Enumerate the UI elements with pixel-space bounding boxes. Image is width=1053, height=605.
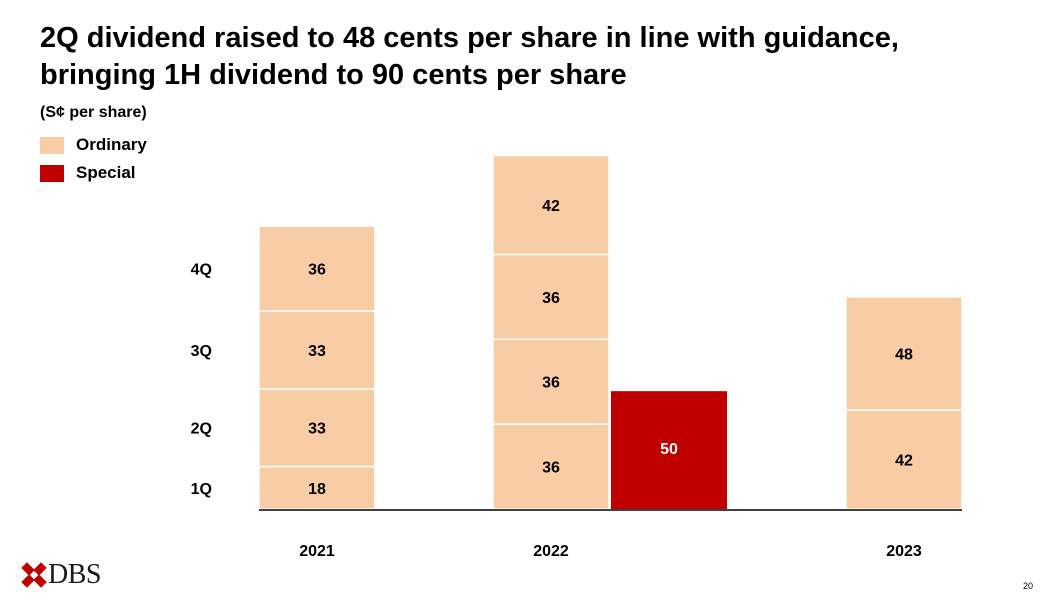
bar-segment-2021-4Q [258,225,376,312]
data-label-2023-1Q: 42 [895,453,913,470]
quarter-label-1Q: 1Q [191,481,212,498]
x-tick-label-2023: 2023 [886,543,922,560]
page-number: 20 [1022,581,1033,591]
legend-label-special: Special [76,163,136,182]
bar-special-2022 [611,391,727,509]
data-label-2022-1Q: 36 [542,460,560,477]
unit-label: (S¢ per share) [40,104,147,121]
data-label-2022-4Q: 42 [542,198,560,215]
legend-label-ordinary: Ordinary [76,135,147,154]
x-tick-label-2021: 2021 [299,543,335,560]
x-tick-label-2022: 2022 [533,543,569,560]
quarter-label-4Q: 4Q [191,262,212,279]
data-label-2022-2Q: 36 [542,375,560,392]
chart-title: 2Q dividend raised to 48 cents per share… [40,20,1030,94]
data-label-2022-3Q: 36 [542,290,560,307]
bar-segment-2023-1Q [845,409,963,510]
data-label-2021-4Q: 36 [308,262,326,279]
legend-swatch-ordinary [40,137,64,154]
quarter-label-3Q: 3Q [191,343,212,360]
bar-segment-2022-3Q [492,253,610,341]
data-label-2021-1Q: 18 [308,481,326,498]
title-line-1: 2Q dividend raised to 48 cents per share… [40,22,899,54]
quarter-label-2Q: 2Q [191,421,212,438]
bar-segment-2023-2Q [845,296,963,411]
bar-segment-2021-3Q [258,310,376,390]
title-line-2: bringing 1H dividend to 90 cents per sha… [40,59,627,91]
dbs-star-icon [21,562,47,588]
bar-segment-2021-2Q [258,388,376,468]
logo-text: DBS [48,559,101,590]
data-label-2023-2Q: 48 [895,346,913,363]
bar-segment-2022-2Q [492,338,610,425]
data-label-special-2022: 50 [660,441,678,458]
data-label-2021-2Q: 33 [308,421,326,438]
bar-segment-2022-1Q [492,423,610,510]
data-label-2021-3Q: 33 [308,343,326,360]
legend-swatch-special [40,165,64,182]
bar-segment-2022-4Q [492,154,610,256]
